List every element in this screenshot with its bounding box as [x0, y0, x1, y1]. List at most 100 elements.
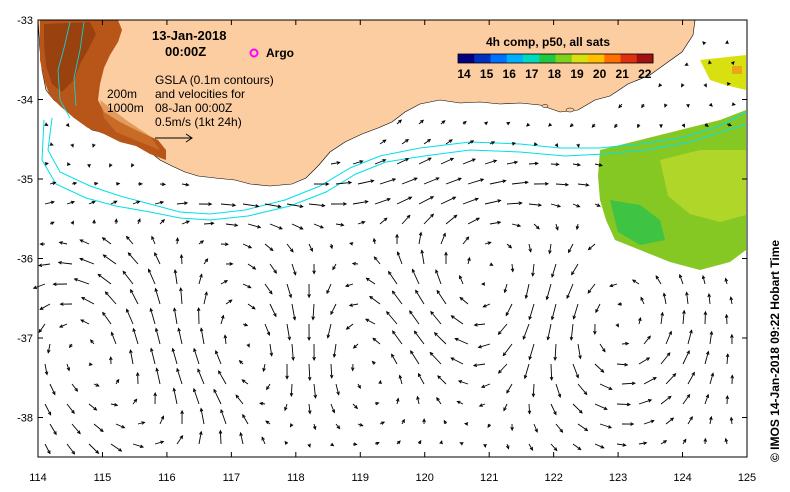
- velocity-arrow-head: [179, 253, 184, 259]
- velocity-arrow: [572, 163, 581, 166]
- velocity-arrow-head: [437, 375, 442, 380]
- velocity-arrow: [154, 201, 164, 205]
- velocity-arrow-head: [228, 299, 233, 304]
- colorbar-swatch: [571, 54, 589, 63]
- velocity-arrow: [379, 178, 396, 185]
- velocity-arrow: [687, 372, 695, 385]
- velocity-arrow-head: [218, 370, 222, 375]
- velocity-arrow: [74, 278, 90, 285]
- velocity-arrow-head: [47, 411, 52, 416]
- velocity-arrow: [286, 283, 292, 298]
- colorbar-swatch: [458, 54, 475, 63]
- velocity-arrow-head: [193, 347, 197, 353]
- velocity-arrow: [445, 139, 453, 145]
- velocity-arrow: [663, 293, 667, 305]
- velocity-arrow: [416, 396, 420, 405]
- velocity-arrow-head: [533, 142, 538, 146]
- velocity-arrow: [687, 330, 693, 345]
- velocity-arrow: [313, 383, 316, 398]
- velocity-arrow: [327, 323, 332, 338]
- velocity-arrow-head: [44, 371, 49, 376]
- velocity-arrow: [638, 357, 650, 365]
- colorbar-tick-label: 18: [548, 67, 562, 81]
- velocity-arrow: [481, 383, 491, 388]
- velocity-arrow-head: [257, 225, 262, 229]
- velocity-arrow-head: [410, 350, 414, 355]
- velocity-arrow: [326, 283, 332, 294]
- velocity-arrow-head: [210, 221, 215, 226]
- velocity-arrow: [551, 263, 557, 277]
- velocity-arrow-head: [420, 119, 425, 124]
- x-tick-label: 120: [416, 472, 434, 484]
- velocity-arrow: [49, 383, 56, 395]
- velocity-arrow: [148, 269, 156, 285]
- velocity-arrow-head: [299, 226, 304, 230]
- velocity-arrow-head: [553, 356, 557, 362]
- velocity-arrow-head: [537, 203, 543, 207]
- velocity-arrow-head: [622, 443, 627, 447]
- velocity-arrow-head: [641, 104, 645, 109]
- velocity-arrow-head: [213, 388, 217, 393]
- velocity-arrow: [286, 323, 291, 340]
- velocity-arrow: [220, 203, 236, 206]
- velocity-arrow: [533, 223, 540, 230]
- velocity-arrow: [102, 312, 112, 325]
- velocity-arrow-head: [223, 280, 229, 284]
- velocity-arrow-head: [483, 443, 487, 449]
- velocity-arrow: [525, 283, 530, 299]
- velocity-arrow-head: [361, 220, 366, 225]
- velocity-arrow-head: [357, 384, 361, 390]
- velocity-arrow-head: [724, 277, 729, 282]
- velocity-arrow: [462, 198, 479, 205]
- velocity-arrow-head: [261, 436, 265, 441]
- velocity-arrow: [459, 275, 464, 285]
- velocity-arrow-head: [689, 416, 693, 421]
- velocity-arrow: [573, 303, 579, 319]
- colorbar-swatch: [539, 54, 556, 63]
- velocity-arrow-head: [50, 200, 55, 205]
- velocity-arrow: [533, 423, 538, 433]
- velocity-arrow: [401, 177, 418, 185]
- velocity-arrow-head: [348, 303, 353, 307]
- colorbar-tick-label: 15: [480, 67, 494, 81]
- velocity-arrow: [44, 363, 48, 375]
- velocity-arrow-head: [364, 200, 369, 204]
- velocity-arrow-head: [647, 335, 651, 340]
- velocity-arrow: [122, 271, 134, 285]
- velocity-arrow-head: [110, 331, 115, 336]
- velocity-arrow-head: [289, 423, 294, 428]
- velocity-arrow: [410, 350, 420, 365]
- velocity-arrow: [102, 237, 112, 245]
- velocity-arrow-head: [114, 402, 119, 407]
- y-tick-label: -36: [17, 254, 33, 266]
- velocity-arrow-head: [685, 291, 689, 296]
- velocity-arrow: [555, 423, 563, 433]
- velocity-arrow-head: [422, 418, 426, 423]
- velocity-arrow-head: [395, 233, 399, 238]
- velocity-arrow-head: [154, 251, 158, 257]
- velocity-arrow-head: [480, 384, 486, 388]
- velocity-arrow-head: [427, 157, 432, 162]
- velocity-arrow-head: [244, 322, 249, 327]
- velocity-arrow: [154, 252, 161, 265]
- velocity-arrow: [708, 293, 711, 305]
- velocity-arrow: [632, 279, 640, 285]
- velocity-arrow-head: [247, 284, 252, 289]
- velocity-arrow-head: [503, 289, 508, 294]
- velocity-arrow-head: [626, 402, 632, 407]
- velocity-arrow-head: [93, 406, 98, 411]
- velocity-arrow: [547, 323, 552, 340]
- velocity-arrow-head: [398, 119, 403, 124]
- velocity-arrow-head: [436, 289, 441, 294]
- velocity-arrow: [330, 363, 333, 378]
- velocity-arrow-head: [510, 426, 514, 432]
- velocity-arrow: [313, 223, 324, 229]
- velocity-arrow-head: [52, 282, 57, 286]
- velocity-arrow-head: [411, 268, 416, 273]
- velocity-arrow: [595, 303, 601, 313]
- argo-marker[interactable]: [249, 48, 259, 58]
- velocity-arrow: [730, 297, 733, 305]
- velocity-arrow-head: [234, 223, 239, 227]
- velocity-arrow-head: [239, 431, 243, 437]
